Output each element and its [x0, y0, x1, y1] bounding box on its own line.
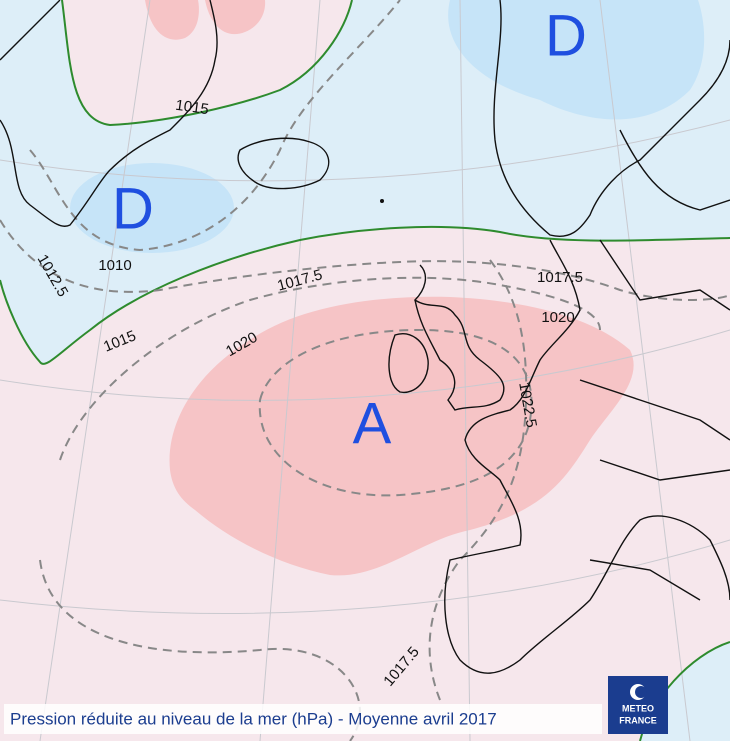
coastlines — [0, 0, 730, 674]
isobar-label: 1015 — [174, 97, 209, 118]
caption: Pression réduite au niveau de la mer (hP… — [10, 709, 497, 728]
caption-box — [4, 704, 602, 734]
logo-text: METEO — [622, 703, 654, 713]
logo-icon — [635, 686, 647, 698]
isobar-label: 1017.5 — [537, 269, 583, 286]
high-core — [145, 0, 199, 40]
pressure-center: A — [353, 391, 392, 456]
low-core — [70, 163, 234, 253]
isobar-label: 1010 — [98, 257, 131, 274]
high-core — [205, 0, 266, 35]
isobar-label: 1020 — [541, 309, 574, 326]
logo-text: FRANCE — [619, 715, 657, 725]
pressure-center: D — [545, 3, 587, 68]
low-core — [448, 0, 705, 120]
high-region — [62, 0, 352, 125]
pressure-center: D — [112, 176, 154, 241]
high-core — [169, 296, 634, 576]
